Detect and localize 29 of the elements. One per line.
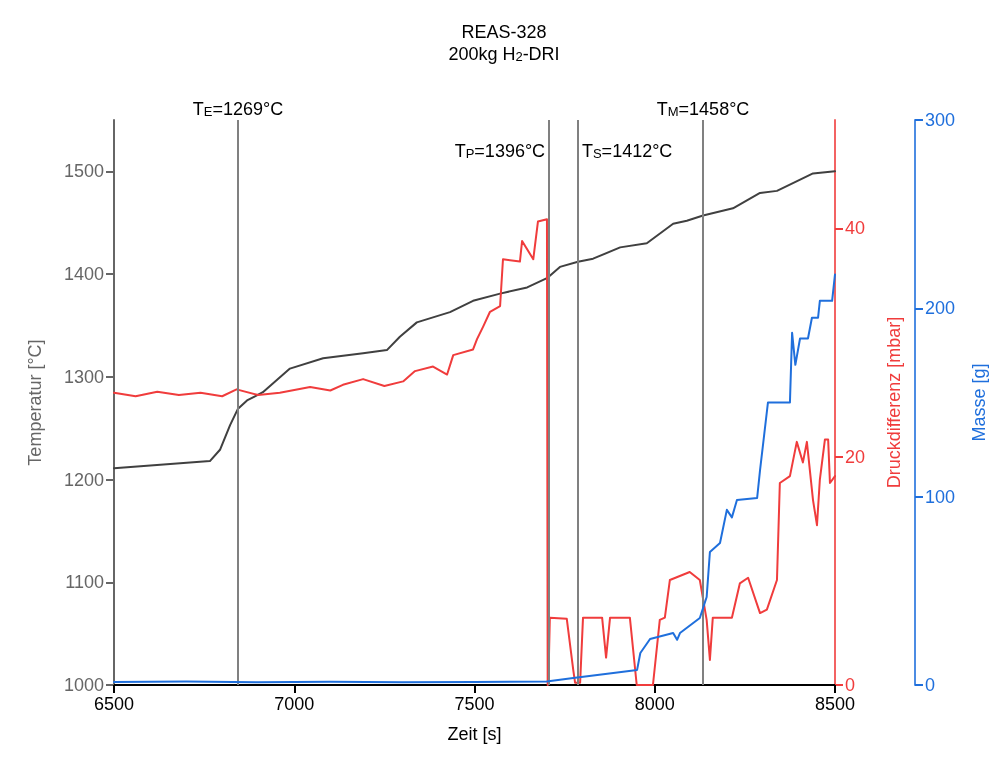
text: TE=1269°C [192, 99, 284, 119]
chart-title: REAS-328 [461, 22, 547, 42]
annotation: TS=1412°C [581, 141, 673, 161]
y3-tick-label: 300 [925, 110, 956, 130]
line-series [113, 170, 836, 470]
y-tick-label: 1500 [63, 161, 104, 182]
y-tick-label: 1200 [63, 469, 104, 490]
y3-tick-label: 100 [925, 486, 956, 507]
x-axis-title: Zeit [s] [447, 724, 502, 744]
x-tick-label: 6500 [93, 694, 135, 714]
chart-subtitle: 200kg H2-DRI [448, 44, 560, 64]
y2-tick-label: 40 [845, 218, 866, 239]
y-tick-label: 1300 [63, 366, 104, 387]
y3-tick-label: 0 [925, 675, 936, 695]
text: TM=1458°C [656, 99, 750, 119]
y-tick-label: 1400 [63, 264, 104, 285]
annotation: TP=1396°C [454, 141, 546, 161]
y3-axis-title: Masse [g] [969, 363, 989, 442]
y-tick-label: 1100 [65, 572, 104, 593]
y-axis-title: Temperatur [°C] [25, 339, 45, 466]
x-tick-label: 8500 [814, 694, 856, 714]
x-tick-label: 7500 [454, 694, 495, 714]
y2-tick-label: 0 [845, 675, 856, 695]
y2-tick-label: 20 [845, 446, 866, 467]
y2-axis-title: Druckdifferenz [mbar] [884, 316, 904, 489]
y-tick-label: 1000 [63, 675, 104, 695]
x-tick-label: 8000 [634, 694, 675, 714]
x-tick-label: 7000 [274, 694, 315, 714]
y3-tick-label: 200 [925, 298, 956, 319]
